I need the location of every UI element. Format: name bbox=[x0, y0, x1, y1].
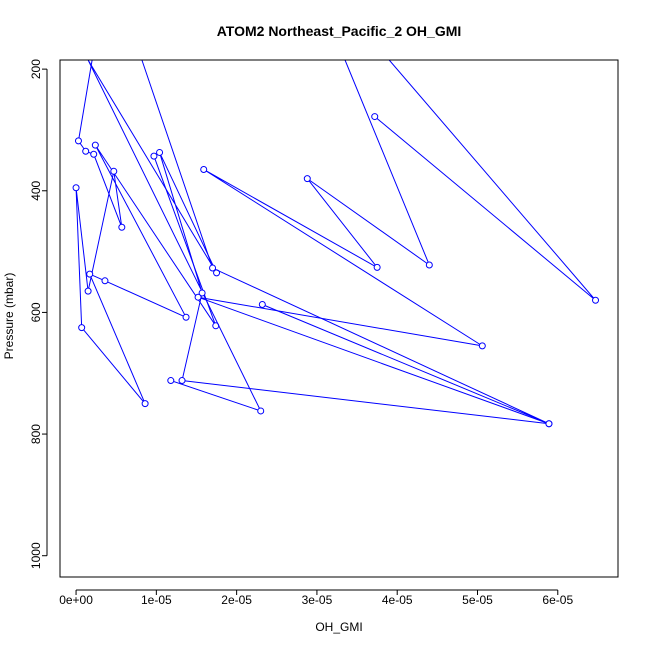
data-point bbox=[141, 400, 149, 408]
data-point bbox=[257, 407, 265, 415]
x-tick-label: 6e-05 bbox=[542, 593, 573, 607]
x-axis: 0e+00 1e-05 2e-05 3e-05 4e-05 5e-05 6e-05 bbox=[59, 589, 573, 607]
chart-title: ATOM2 Northeast_Pacific_2 OH_GMI bbox=[217, 23, 462, 39]
data-point bbox=[478, 342, 486, 350]
x-tick-label: 2e-05 bbox=[221, 593, 252, 607]
data-point bbox=[156, 148, 164, 156]
data-point bbox=[72, 184, 80, 192]
x-tick-label: 0e+00 bbox=[59, 593, 93, 607]
data-point bbox=[545, 420, 553, 428]
data-point bbox=[178, 377, 186, 385]
data-point bbox=[258, 301, 266, 309]
y-tick-label: 200 bbox=[29, 59, 43, 79]
x-tick-label: 3e-05 bbox=[302, 593, 333, 607]
data-point bbox=[101, 277, 109, 285]
series-line-1 bbox=[75, 60, 217, 404]
x-axis-label: OH_GMI bbox=[315, 620, 362, 634]
data-point bbox=[425, 261, 433, 269]
y-tick-label: 600 bbox=[29, 302, 43, 322]
data-point bbox=[373, 263, 381, 271]
y-tick-label: 800 bbox=[29, 424, 43, 444]
data-point bbox=[82, 147, 90, 155]
series-line-3 bbox=[374, 60, 596, 301]
data-point bbox=[91, 141, 99, 149]
data-point bbox=[86, 270, 94, 278]
data-point bbox=[150, 152, 158, 160]
series-line-4 bbox=[141, 60, 550, 425]
data-point bbox=[110, 167, 118, 175]
series-line-2 bbox=[87, 60, 550, 425]
y-axis-label: Pressure (mbar) bbox=[2, 273, 16, 360]
data-point bbox=[194, 293, 202, 301]
data-point bbox=[90, 150, 98, 158]
data-point bbox=[118, 223, 126, 231]
data-point bbox=[198, 289, 206, 297]
data-point bbox=[303, 175, 311, 183]
plot-frame bbox=[59, 59, 619, 578]
data-point bbox=[371, 113, 379, 121]
y-axis: 200 400 600 800 1000 bbox=[29, 59, 48, 569]
plot-area bbox=[72, 60, 600, 428]
y-tick-label: 1000 bbox=[29, 542, 43, 569]
data-point bbox=[592, 296, 600, 304]
x-tick-label: 1e-05 bbox=[141, 593, 172, 607]
y-tick-label: 400 bbox=[29, 180, 43, 200]
data-point bbox=[182, 313, 190, 321]
data-point bbox=[167, 377, 175, 385]
x-tick-label: 4e-05 bbox=[382, 593, 413, 607]
x-tick-label: 5e-05 bbox=[462, 593, 493, 607]
data-point bbox=[74, 137, 82, 145]
data-point bbox=[200, 165, 208, 173]
data-point bbox=[84, 287, 92, 295]
data-point bbox=[78, 324, 86, 332]
data-point bbox=[209, 264, 217, 272]
